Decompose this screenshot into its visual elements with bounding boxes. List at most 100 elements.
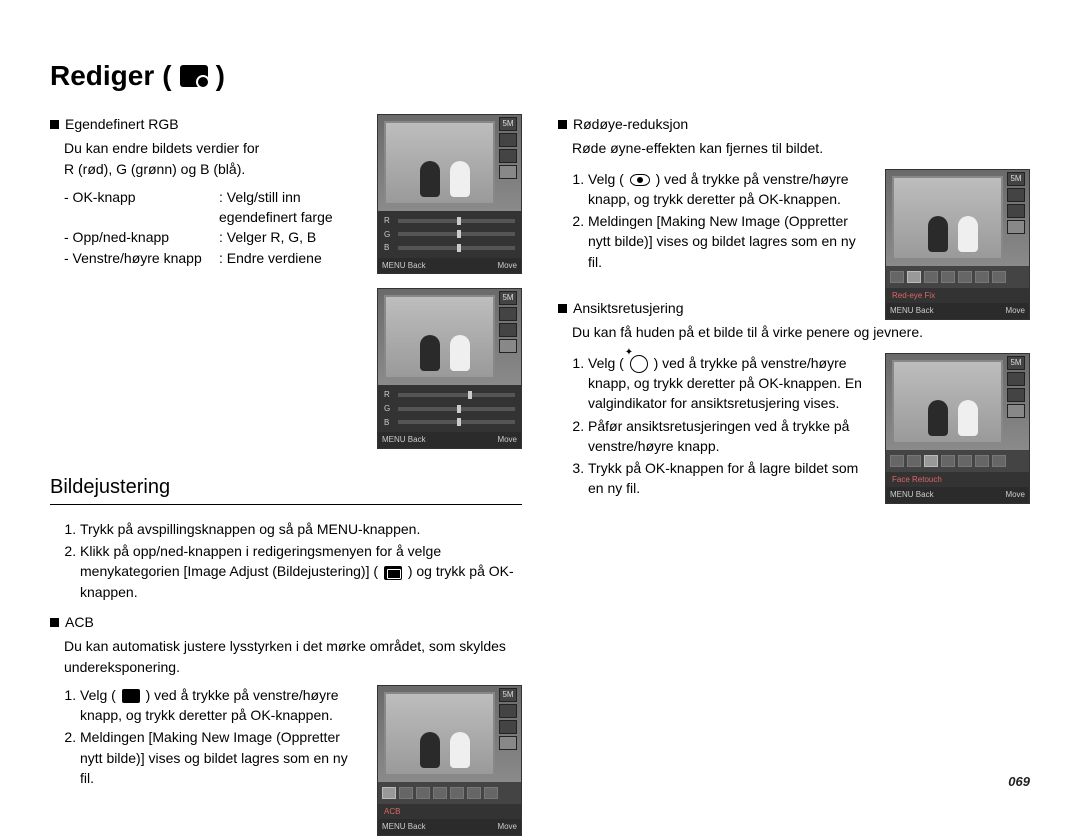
face-retouch-icon: [630, 355, 648, 373]
bullet-icon: [50, 120, 59, 129]
redeye-steps: Velg ( ) ved å trykke på venstre/høyre k…: [558, 169, 870, 272]
strip-label: Face Retouch: [886, 472, 1029, 488]
acb-heading: ACB: [50, 612, 522, 632]
strip-icon: [992, 271, 1006, 283]
slider-track: [398, 246, 515, 250]
rgb-sliders: R G B: [378, 385, 521, 432]
acb-steps: Velg ( ) ved å trykke på venstre/høyre k…: [50, 685, 362, 788]
thumb-footer: MENU Back Move: [886, 487, 1029, 503]
redeye-steps-wrap: 5M Red-e: [558, 169, 1030, 272]
side-icon-active: [499, 165, 517, 179]
step-2: Meldingen [Making New Image (Oppretter n…: [80, 727, 362, 788]
icon-strip: [378, 782, 521, 804]
face-section: Ansiktsretusjering Du kan få huden på et…: [558, 298, 1030, 499]
side-icon: [499, 149, 517, 163]
title-close-paren: ): [216, 60, 225, 92]
strip-icon: [941, 271, 955, 283]
photo-subjects: [928, 206, 978, 252]
rgb-thumb-1: 5M R G B MENU Back Move: [377, 114, 522, 274]
strip-icon: [416, 787, 430, 799]
acb-section: ACB Du kan automatisk justere lysstyrken…: [50, 612, 522, 788]
strip-icon: [992, 455, 1006, 467]
redeye-desc: Røde øyne-effekten kan fjernes til bilde…: [572, 138, 1030, 158]
slider-track: [398, 219, 515, 223]
acb-thumb: 5M ACB: [377, 685, 522, 836]
rgb-section: 5M R G B MENU Back Move: [50, 114, 522, 449]
strip-label: Red-eye Fix: [886, 288, 1029, 304]
side-icon: [499, 307, 517, 321]
strip-icon: [890, 455, 904, 467]
thumb-image: 5M: [886, 170, 1029, 266]
control-key: - Venstre/høyre knapp: [64, 248, 219, 268]
strip-icon-selected: [382, 787, 396, 799]
side-icon-active: [499, 339, 517, 353]
photo-subjects: [420, 151, 470, 197]
slider-r-label: R: [384, 215, 394, 227]
edit-icon: [180, 65, 208, 87]
side-icon: [499, 323, 517, 337]
image-adjust-icon: [384, 566, 402, 580]
control-value: : Velg/still inn egendefinert farge: [219, 187, 357, 228]
redeye-heading: Rødøye-reduksjon: [558, 114, 1030, 134]
thumb-image: 5M: [378, 686, 521, 782]
strip-icon: [924, 271, 938, 283]
bullet-icon: [50, 618, 59, 627]
size-icon: 5M: [499, 291, 517, 305]
strip-icon: [958, 455, 972, 467]
strip-icon: [975, 455, 989, 467]
slider-track: [398, 232, 515, 236]
thumb-side-icons: 5M: [499, 688, 519, 750]
redeye-icon: [630, 174, 650, 186]
step-2: Påfør ansiktsretusjeringen ved å trykke …: [588, 416, 870, 457]
table-row: - Venstre/høyre knapp: Endre verdiene: [64, 248, 357, 268]
side-icon: [499, 133, 517, 147]
control-value: : Endre verdiene: [219, 248, 357, 268]
page-title-row: Rediger ( ): [50, 60, 1030, 92]
step-1: Trykk på avspillingsknappen og så på MEN…: [80, 519, 522, 539]
bildejustering-heading: Bildejustering: [50, 473, 522, 505]
bullet-icon: [558, 304, 567, 313]
step-1: Velg ( ) ved å trykke på venstre/høyre k…: [80, 685, 362, 726]
step-1: Velg ( ) ved å trykke på venstre/høyre k…: [588, 353, 870, 414]
face-thumb: 5M Face: [885, 353, 1030, 504]
step-2: Meldingen [Making New Image (Oppretter n…: [588, 211, 870, 272]
control-key: - OK-knapp: [64, 187, 219, 228]
thumb-side-icons: 5M: [1007, 172, 1027, 234]
size-icon: 5M: [499, 117, 517, 131]
thumb-side-icons: 5M: [499, 117, 519, 179]
photo-subjects: [420, 325, 470, 371]
strip-icon: [890, 271, 904, 283]
strip-icon: [399, 787, 413, 799]
strip-icon-selected: [907, 271, 921, 283]
thumb-footer: MENU Back Move: [886, 303, 1029, 319]
thumb-footer: MENU Back Move: [378, 819, 521, 835]
thumb-image: 5M: [378, 115, 521, 211]
strip-icon-selected: [924, 455, 938, 467]
menu-label: MENU: [382, 261, 406, 270]
step-1: Velg ( ) ved å trykke på venstre/høyre k…: [588, 169, 870, 210]
slider-b-label: B: [384, 242, 394, 254]
rgb-sliders: R G B: [378, 211, 521, 258]
page-title: Rediger: [50, 60, 154, 92]
table-row: - OK-knapp: Velg/still inn egendefinert …: [64, 187, 357, 228]
strip-icon: [467, 787, 481, 799]
title-open-paren: (: [162, 60, 171, 92]
thumb-side-icons: 5M: [499, 291, 519, 353]
control-key: - Opp/ned-knapp: [64, 227, 219, 247]
icon-strip: [886, 266, 1029, 288]
acb-steps-wrap: 5M ACB: [50, 685, 522, 788]
table-row: - Opp/ned-knapp: Velger R, G, B: [64, 227, 357, 247]
photo-subjects: [928, 390, 978, 436]
step-2: Klikk på opp/ned-knappen i redigeringsme…: [80, 541, 522, 602]
face-steps: Velg ( ) ved å trykke på venstre/høyre k…: [558, 353, 870, 499]
acb-icon: [122, 689, 140, 703]
face-desc: Du kan få huden på et bilde til å virke …: [572, 322, 1030, 342]
step-3: Trykk på OK-knappen for å lagre bildet s…: [588, 458, 870, 499]
redeye-thumb: 5M Red-e: [885, 169, 1030, 320]
right-column: Rødøye-reduksjon Røde øyne-effekten kan …: [558, 114, 1030, 798]
strip-icon: [450, 787, 464, 799]
face-steps-wrap: 5M Face: [558, 353, 1030, 499]
rgb-thumb-2: 5M R G B MENU Back Move: [377, 288, 522, 448]
strip-icon: [958, 271, 972, 283]
photo-subjects: [420, 722, 470, 768]
